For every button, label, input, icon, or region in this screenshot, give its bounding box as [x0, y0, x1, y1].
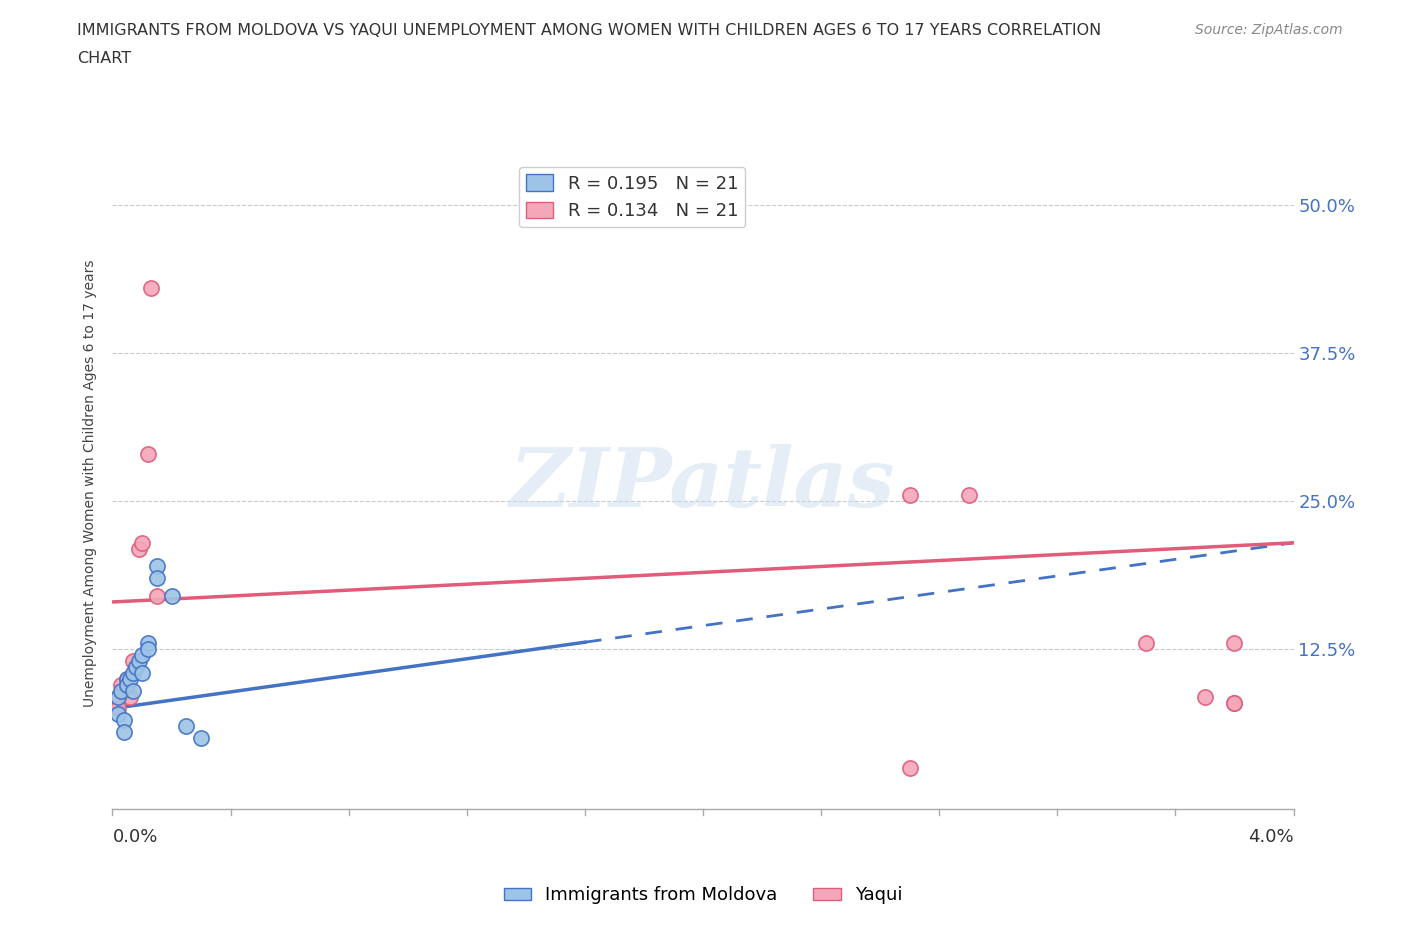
Point: [107, 689, 129, 704]
Point: [146, 589, 169, 604]
Point: [122, 684, 145, 698]
Point: [1223, 695, 1246, 710]
Point: [120, 671, 142, 686]
Text: IMMIGRANTS FROM MOLDOVA VS YAQUI UNEMPLOYMENT AMONG WOMEN WITH CHILDREN AGES 6 T: IMMIGRANTS FROM MOLDOVA VS YAQUI UNEMPLO…: [77, 23, 1101, 38]
Point: [107, 701, 129, 716]
Point: [128, 654, 150, 669]
Point: [110, 677, 132, 692]
Y-axis label: Unemployment Among Women with Children Ages 6 to 17 years: Unemployment Among Women with Children A…: [83, 259, 97, 708]
Point: [957, 488, 980, 503]
Point: [117, 671, 138, 686]
Point: [131, 536, 153, 551]
Point: [1194, 689, 1216, 704]
Point: [122, 654, 145, 669]
Point: [110, 684, 132, 698]
Point: [112, 713, 135, 728]
Point: [1135, 636, 1157, 651]
Point: [136, 642, 159, 657]
Point: [107, 689, 129, 704]
Point: [122, 666, 145, 681]
Point: [898, 760, 921, 775]
Legend: R = 0.195   N = 21, R = 0.134   N = 21: R = 0.195 N = 21, R = 0.134 N = 21: [519, 167, 745, 227]
Point: [120, 689, 142, 704]
Text: CHART: CHART: [77, 51, 131, 66]
Text: 0.0%: 0.0%: [112, 828, 157, 845]
Text: Source: ZipAtlas.com: Source: ZipAtlas.com: [1195, 23, 1343, 37]
Point: [139, 281, 162, 296]
Point: [125, 659, 148, 674]
Point: [136, 446, 159, 461]
Point: [125, 659, 148, 674]
Point: [107, 707, 129, 722]
Point: [117, 671, 138, 686]
Point: [898, 488, 921, 503]
Text: ZIPatlas: ZIPatlas: [510, 444, 896, 524]
Point: [136, 636, 159, 651]
Point: [1223, 636, 1246, 651]
Point: [117, 677, 138, 692]
Point: [112, 684, 135, 698]
Point: [174, 719, 197, 734]
Point: [131, 648, 153, 663]
Legend: Immigrants from Moldova, Yaqui: Immigrants from Moldova, Yaqui: [496, 879, 910, 911]
Point: [128, 541, 150, 556]
Point: [131, 666, 153, 681]
Point: [112, 724, 135, 739]
Text: 4.0%: 4.0%: [1249, 828, 1294, 845]
Point: [146, 559, 169, 574]
Point: [190, 731, 212, 746]
Point: [1223, 695, 1246, 710]
Point: [160, 589, 183, 604]
Point: [146, 571, 169, 586]
